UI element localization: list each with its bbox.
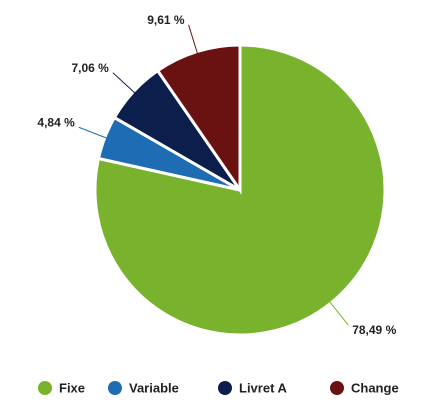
- data-label: 4,84 %: [37, 115, 75, 129]
- legend-swatch: [330, 381, 344, 395]
- legend-swatch: [108, 381, 122, 395]
- data-label: 9,61 %: [147, 13, 185, 27]
- leader-line: [78, 126, 107, 139]
- data-label: 78,49 %: [352, 323, 396, 337]
- data-label: 7,06 %: [71, 61, 109, 75]
- legend-label: Change: [351, 380, 399, 395]
- legend-label: Variable: [129, 380, 179, 395]
- legend-label: Livret A: [239, 380, 288, 395]
- leader-line: [112, 72, 136, 94]
- legend-swatch: [218, 381, 232, 395]
- legend-label: Fixe: [59, 380, 85, 395]
- legend-swatch: [38, 381, 52, 395]
- leader-line: [329, 301, 349, 326]
- leader-line: [188, 24, 198, 54]
